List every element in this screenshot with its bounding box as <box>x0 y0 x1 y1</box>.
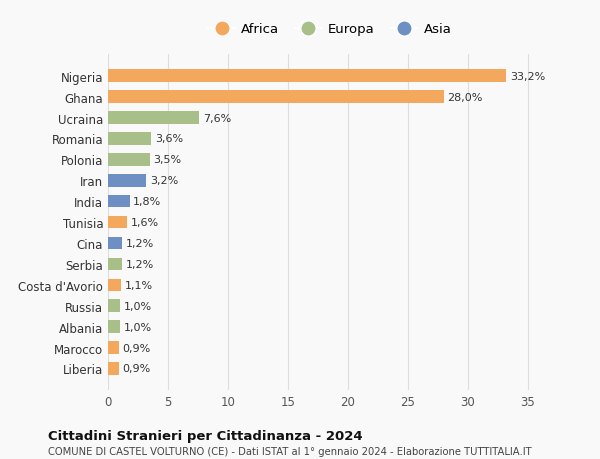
Text: 7,6%: 7,6% <box>203 113 231 123</box>
Legend: Africa, Europa, Asia: Africa, Europa, Asia <box>203 18 457 42</box>
Bar <box>108 258 122 271</box>
Bar <box>108 341 119 354</box>
Text: 33,2%: 33,2% <box>510 72 545 82</box>
Text: 3,5%: 3,5% <box>154 155 182 165</box>
Text: 0,9%: 0,9% <box>122 343 151 353</box>
Text: 1,2%: 1,2% <box>126 259 154 269</box>
Text: 0,9%: 0,9% <box>122 364 151 374</box>
Bar <box>108 154 150 166</box>
Text: 1,2%: 1,2% <box>126 239 154 248</box>
Bar <box>108 174 146 187</box>
Bar <box>108 237 122 250</box>
Bar <box>108 112 199 124</box>
Bar <box>108 133 151 146</box>
Text: 28,0%: 28,0% <box>448 92 483 102</box>
Bar <box>108 300 120 312</box>
Text: COMUNE DI CASTEL VOLTURNO (CE) - Dati ISTAT al 1° gennaio 2024 - Elaborazione TU: COMUNE DI CASTEL VOLTURNO (CE) - Dati IS… <box>48 446 532 456</box>
Text: 1,0%: 1,0% <box>124 322 152 332</box>
Bar <box>108 91 444 104</box>
Text: 1,6%: 1,6% <box>131 218 159 228</box>
Text: 3,2%: 3,2% <box>150 176 178 186</box>
Bar <box>108 216 127 229</box>
Text: 1,0%: 1,0% <box>124 301 152 311</box>
Text: 3,6%: 3,6% <box>155 134 183 144</box>
Text: Cittadini Stranieri per Cittadinanza - 2024: Cittadini Stranieri per Cittadinanza - 2… <box>48 429 362 442</box>
Bar <box>108 321 120 333</box>
Text: 1,8%: 1,8% <box>133 197 161 207</box>
Text: 1,1%: 1,1% <box>125 280 153 290</box>
Bar <box>108 70 506 83</box>
Bar <box>108 196 130 208</box>
Bar <box>108 279 121 291</box>
Bar <box>108 363 119 375</box>
